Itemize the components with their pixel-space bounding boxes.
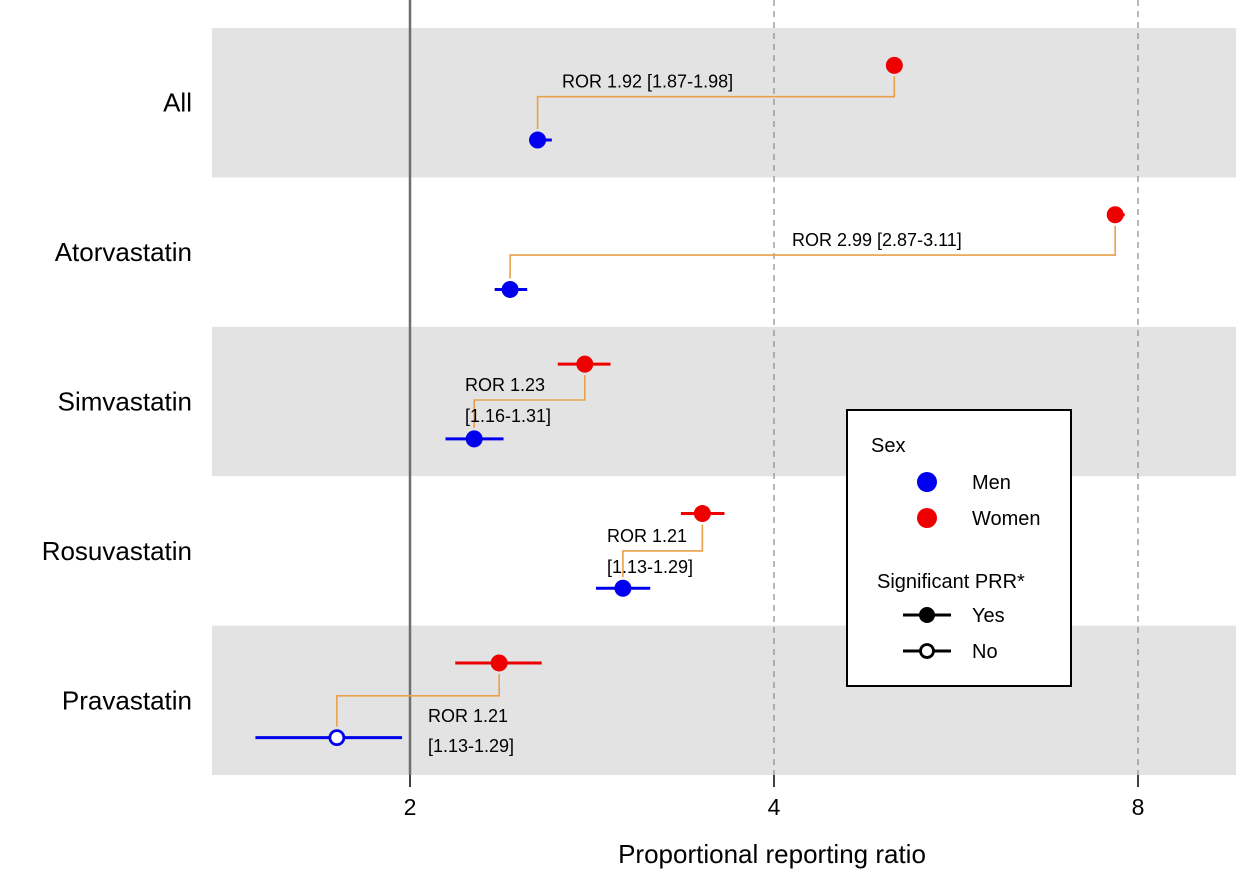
point-men-pravastatin (255, 729, 403, 747)
annotation-all-line-1: ROR 1.92 [1.87-1.98] (562, 72, 733, 92)
bracket-rosuvastatin (622, 524, 704, 578)
category-label-pravastatin: Pravastatin (62, 685, 192, 715)
legend-label-yes: Yes (972, 605, 1005, 627)
annotation-rosuvastatin-line-2: [1.13-1.29] (607, 557, 693, 577)
marker-men-atorvastatin (501, 280, 519, 298)
bracket-path-all (536, 76, 896, 130)
category-label-rosuvastatin: Rosuvastatin (42, 536, 192, 566)
legend-label-women: Women (972, 508, 1041, 530)
point-men-atorvastatin (494, 280, 528, 298)
annotation-pravastatin-line-2: [1.13-1.29] (428, 736, 514, 756)
legend: Sex Men Women Significant PRR* Yes No (846, 409, 1072, 687)
legend-swatch-men (917, 472, 937, 492)
marker-women-simvastatin (576, 355, 594, 373)
marker-women-all (885, 56, 903, 74)
annotation-simvastatin-line-1: ROR 1.23 (465, 375, 545, 395)
point-men-rosuvastatin (595, 579, 651, 597)
point-men-simvastatin (445, 430, 504, 448)
category-label-simvastatin: Simvastatin (58, 387, 192, 417)
annotation-pravastatin-line-1: ROR 1.21 (428, 706, 508, 726)
legend-box (846, 409, 1072, 687)
legend-marker-yes (919, 607, 935, 623)
bracket-path-atorvastatin (509, 225, 1116, 279)
x-tick-label-4: 4 (768, 794, 781, 820)
point-women-simvastatin (557, 355, 611, 373)
bracket-simvastatin (473, 375, 586, 428)
annotation-rosuvastatin-line-1: ROR 1.21 (607, 526, 687, 546)
legend-swatch-women (917, 508, 937, 528)
marker-men-rosuvastatin (614, 579, 632, 597)
grid-lines (773, 0, 1139, 775)
marker-women-atorvastatin (1106, 206, 1124, 224)
bracket-path-simvastatin (473, 375, 586, 428)
category-label-atorvastatin: Atorvastatin (55, 237, 192, 267)
x-axis-title: Proportional reporting ratio (618, 839, 926, 869)
annotation-atorvastatin-line-1: ROR 2.99 [2.87-3.11] (792, 230, 962, 250)
bracket-pravastatin (336, 673, 500, 727)
row-band-all (212, 28, 1236, 178)
legend-marker-no (919, 643, 935, 659)
marker-men-pravastatin (328, 729, 346, 747)
legend-title-significant: Significant PRR* (877, 571, 1025, 593)
marker-men-all (529, 131, 547, 149)
x-tick-label-2: 2 (404, 794, 417, 820)
data-points (255, 56, 1125, 747)
comparison-brackets (336, 76, 1116, 727)
bracket-atorvastatin (509, 225, 1116, 279)
x-axis: 2 4 8 Proportional reporting ratio (404, 775, 1145, 869)
legend-title-sex: Sex (871, 435, 905, 457)
marker-women-rosuvastatin (693, 505, 711, 523)
row-band-simvastatin (212, 326, 1236, 477)
point-men-all (529, 131, 552, 149)
point-women-atorvastatin (1106, 206, 1125, 224)
bracket-path-rosuvastatin (622, 524, 704, 578)
point-women-pravastatin (455, 654, 542, 672)
bracket-path-pravastatin (336, 673, 500, 727)
point-women-all (885, 56, 903, 74)
row-bands (212, 28, 1236, 775)
category-label-all: All (163, 88, 192, 118)
row-band-pravastatin (212, 625, 1236, 775)
annotation-simvastatin-line-2: [1.16-1.31] (465, 406, 551, 426)
category-labels: All Atorvastatin Simvastatin Rosuvastatin Pr… (42, 88, 192, 716)
marker-men-simvastatin (465, 430, 483, 448)
point-women-rosuvastatin (680, 505, 725, 523)
ror-annotations: ROR 1.92 [1.87-1.98] ROR 2.99 [2.87-3.11]… (428, 72, 962, 756)
legend-label-men: Men (972, 472, 1011, 494)
legend-label-no: No (972, 641, 998, 663)
bracket-all (536, 76, 896, 130)
marker-women-pravastatin (490, 654, 508, 672)
x-tick-label-8: 8 (1132, 794, 1145, 820)
